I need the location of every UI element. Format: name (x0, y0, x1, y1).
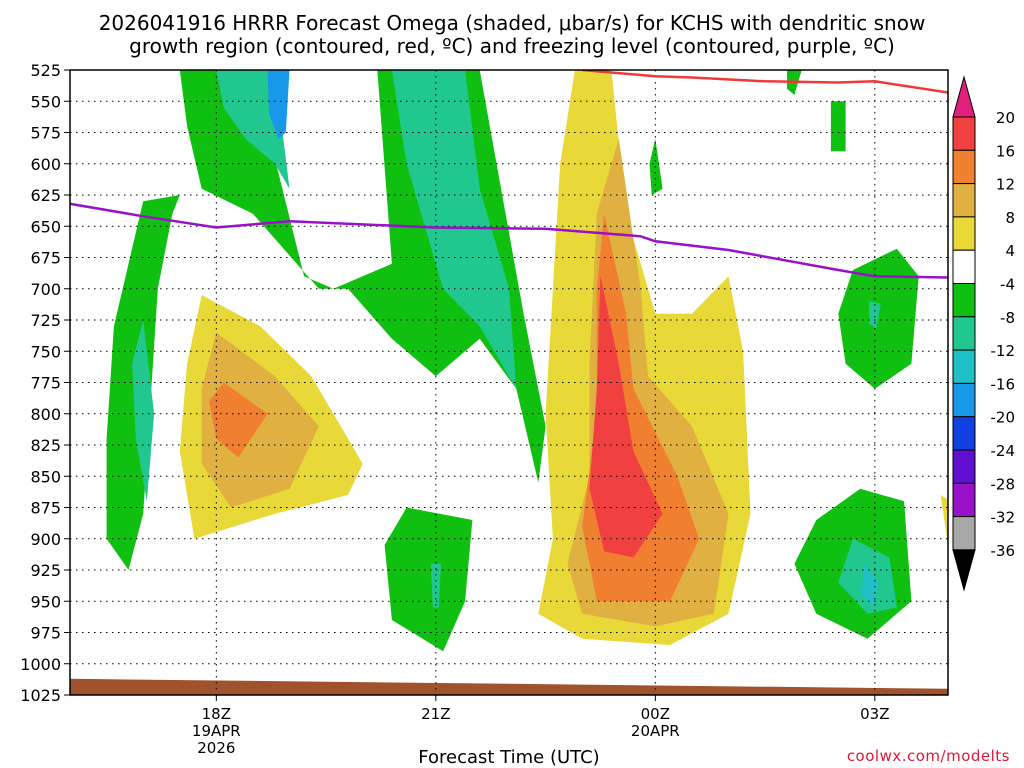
y-tick-label: 700 (30, 280, 61, 299)
colorbar-label: 4 (1005, 242, 1015, 260)
y-tick-label: 1025 (20, 686, 61, 705)
omega-region-12 (209, 382, 268, 458)
omega-region--8 (838, 248, 919, 389)
colorbar-swatch (952, 316, 976, 351)
x-tick-label: 21Z (421, 705, 450, 723)
x-axis-ticks: 18Z19APR202621Z00Z20APR03Z06Z09Z (192, 695, 890, 757)
credit-label: coolwx.com/modelts (847, 747, 1010, 765)
surface-ground-band (70, 678, 948, 695)
omega-region--8 (830, 101, 846, 152)
colorbar-swatch (952, 283, 976, 318)
omega-shaded-regions (106, 70, 948, 652)
x-tick-label: 18Z (202, 705, 231, 723)
y-tick-label: 675 (30, 249, 61, 268)
omega-region--8 (649, 138, 663, 195)
omega-region--12 (132, 320, 155, 502)
x-tick-label: 19APR (192, 722, 241, 740)
colorbar-label: -20 (991, 409, 1016, 427)
colorbar-swatch (952, 516, 976, 551)
dgz-isotherm-line (582, 70, 948, 94)
colorbar-swatch (952, 449, 976, 484)
colorbar-label: -32 (991, 509, 1016, 527)
omega-region--12 (391, 70, 517, 389)
x-tick-label: 00Z (641, 705, 670, 723)
colorbar-label: 8 (1005, 209, 1015, 227)
colorbar-swatch (952, 149, 976, 185)
grid-lines (70, 70, 948, 695)
chart-title-line-2: growth region (contoured, red, ºC) and f… (129, 34, 895, 58)
omega-region--8 (384, 507, 473, 652)
colorbar-label: -24 (991, 442, 1016, 460)
y-tick-label: 575 (30, 124, 61, 143)
x-tick-label: 03Z (860, 705, 889, 723)
omega-region--12 (430, 563, 441, 608)
y-axis-ticks: 525 550 575 600 625 650 675 700 725 750 775 800 825 8… (20, 61, 70, 705)
colorbar-label: -16 (991, 375, 1016, 393)
y-tick-label: 975 (30, 624, 61, 643)
contour-lines (70, 70, 948, 279)
colorbar-swatch (952, 116, 976, 151)
x-tick-label: 2026 (197, 739, 235, 757)
x-axis-title: Forecast Time (UTC) (418, 747, 599, 768)
colorbar-swatch (952, 349, 976, 384)
colorbar-label: -4 (1000, 276, 1015, 294)
colorbar-label: -28 (991, 475, 1016, 493)
x-tick-label: 20APR (631, 722, 680, 740)
colorbar-legend: 20 16 12 8 4 -4 -8 -12 -16 -20 -24 -28 -32 -36 (952, 75, 1016, 592)
colorbar-swatch (952, 416, 976, 451)
colorbar-swatch (952, 249, 976, 284)
chart-title-line-1: 2026041916 HRRR Forecast Omega (shaded, … (99, 11, 926, 35)
colorbar-swatch (952, 183, 976, 218)
y-tick-label: 600 (30, 155, 61, 174)
colorbar-bottom-arrow (952, 549, 976, 592)
y-tick-label: 650 (30, 217, 61, 236)
y-tick-label: 725 (30, 311, 61, 330)
y-tick-label: 875 (30, 499, 61, 518)
y-tick-label: 850 (30, 467, 61, 486)
omega-region--12 (869, 301, 881, 329)
y-tick-label: 950 (30, 592, 61, 611)
colorbar-label: -12 (991, 342, 1016, 360)
y-tick-label: 625 (30, 186, 61, 205)
y-tick-label: 900 (30, 530, 61, 549)
y-tick-label: 775 (30, 374, 61, 393)
freezing-level-line (70, 202, 948, 279)
colorbar-swatch (952, 216, 976, 251)
y-tick-label: 925 (30, 561, 61, 580)
surface-terrain (70, 678, 948, 695)
colorbar-label: 12 (996, 176, 1015, 194)
y-tick-label: 525 (30, 61, 61, 80)
colorbar-swatch (952, 382, 976, 418)
y-tick-label: 800 (30, 405, 61, 424)
colorbar-label: 20 (996, 109, 1015, 127)
colorbar-top-arrow (952, 75, 976, 118)
omega-region-16 (589, 276, 663, 558)
y-tick-label: 825 (30, 436, 61, 455)
colorbar-label: -36 (991, 542, 1016, 560)
y-tick-label: 750 (30, 342, 61, 361)
colorbar-label: -8 (1000, 309, 1015, 327)
colorbar-label: 16 (996, 142, 1015, 160)
y-tick-label: 550 (30, 92, 61, 111)
y-tick-label: 1000 (20, 655, 61, 674)
omega-region--16 (861, 563, 879, 608)
colorbar-swatch (952, 482, 976, 518)
omega-region--16 (267, 70, 290, 139)
